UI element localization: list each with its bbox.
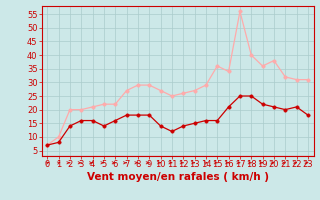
X-axis label: Vent moyen/en rafales ( km/h ): Vent moyen/en rafales ( km/h ) (87, 172, 268, 182)
